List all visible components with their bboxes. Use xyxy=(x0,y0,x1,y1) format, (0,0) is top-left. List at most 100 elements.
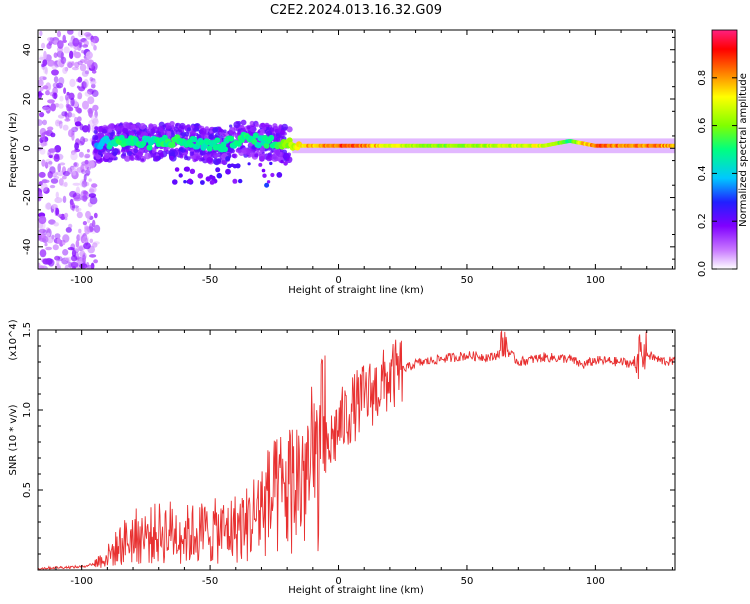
y-tick-label: 40 xyxy=(22,43,33,56)
spectrogram-cell xyxy=(246,148,252,154)
spectrogram-cell xyxy=(136,130,142,136)
spectrogram-cell xyxy=(89,238,94,244)
spectrogram-cell xyxy=(64,94,69,101)
spectrogram-cell xyxy=(62,234,70,243)
spectrogram-cell xyxy=(59,95,64,102)
spectrogram-cell xyxy=(175,123,179,127)
spectrogram-cell xyxy=(74,248,80,253)
spectrogram-cell xyxy=(64,217,68,221)
spectrogram-cell xyxy=(216,172,223,179)
spectrogram-cell xyxy=(75,107,81,113)
spectrogram-cell xyxy=(39,76,42,84)
spectrogram-cell xyxy=(199,127,207,135)
spectrogram-cell xyxy=(56,257,60,266)
spectrogram-cell xyxy=(39,55,44,63)
spectrogram-cell xyxy=(39,249,47,258)
spectrogram-cell xyxy=(114,125,121,132)
spectrogram-cell xyxy=(56,82,64,89)
spectrogram-cell xyxy=(93,135,99,140)
spectrogram-cell xyxy=(240,119,247,126)
spectrogram-cell xyxy=(80,164,85,173)
spectrogram-cell xyxy=(205,176,211,182)
spectrogram-cell xyxy=(270,172,275,178)
spectrogram-cell xyxy=(211,180,215,184)
spectrogram-cell xyxy=(251,145,256,150)
spectrogram-cell xyxy=(93,224,101,233)
spectrogram-cell xyxy=(208,134,214,140)
spectrogram-cell xyxy=(41,159,46,167)
spectrogram-cell xyxy=(83,181,90,187)
spectrogram-cell xyxy=(71,170,79,180)
spectrogram-cell xyxy=(47,99,55,104)
spectrogram-cell xyxy=(102,128,107,134)
spectrogram-cell xyxy=(280,148,284,153)
snr-x-label: Height of straight line (km) xyxy=(288,585,424,596)
spectrogram-cell xyxy=(168,149,176,157)
spectrogram-cell xyxy=(159,152,164,158)
spectrogram-cell xyxy=(217,129,225,137)
spectrogram-ridge-cell xyxy=(169,141,176,148)
spectrogram-cell xyxy=(42,59,48,67)
spectrogram-cell xyxy=(197,173,204,179)
spectrogram-cell xyxy=(186,156,191,161)
spectrogram-cell xyxy=(51,69,59,76)
spectrogram-cell xyxy=(50,178,59,184)
spectrogram-cell xyxy=(153,155,160,162)
spectrogram-ridge-cell xyxy=(268,134,275,141)
spectrogram-cell xyxy=(67,262,73,268)
spectrogram-cell xyxy=(73,50,77,55)
spectrogram-cell xyxy=(133,148,139,154)
spectrogram-cell xyxy=(76,116,82,122)
spectrogram-cell xyxy=(67,62,73,69)
spectrogram-cell xyxy=(178,173,183,178)
snr-y-multiplier: (x10^4) xyxy=(8,319,19,360)
spectrogram-cell xyxy=(44,67,48,75)
spectrogram-cell xyxy=(86,264,94,269)
spectrogram-cell xyxy=(81,180,88,188)
spectrogram-cell xyxy=(57,213,62,218)
spectrogram-cell xyxy=(42,76,47,81)
spectrogram-cell xyxy=(91,70,97,74)
spectrogram-cell xyxy=(53,52,58,58)
spectrogram-cell xyxy=(215,167,221,173)
spectrogram-cell xyxy=(281,123,289,131)
colorbar-tick-label: 0.4 xyxy=(697,165,708,181)
spectrogram-cell xyxy=(93,129,98,134)
figure-title: C2E2.2024.013.16.32.G09 xyxy=(270,3,442,18)
spectrogram-cell xyxy=(93,45,97,51)
spectrogram-cell xyxy=(55,191,59,199)
spectrogram-cell xyxy=(68,106,74,112)
spectrogram-cell xyxy=(64,256,73,262)
spectrogram-cell xyxy=(235,163,241,169)
spectrogram-cell xyxy=(227,148,232,153)
spectrogram-cell xyxy=(74,142,79,151)
spectrogram-cell xyxy=(94,126,99,131)
spectrogram-cell xyxy=(79,38,85,44)
spectrogram-cell xyxy=(44,158,53,168)
spectrogram-cell xyxy=(38,80,43,84)
spectrogram-cell xyxy=(78,228,82,234)
spectrogram-cell xyxy=(39,30,43,36)
spectrogram-cell xyxy=(148,123,154,129)
spectrogram-cell xyxy=(56,30,62,38)
x-tick-label: -100 xyxy=(70,275,93,286)
spectrogram-cell xyxy=(63,87,67,94)
colorbar-label: Normalized spectral amplitude xyxy=(738,73,749,227)
colorbar-tick-label: 0.8 xyxy=(697,70,708,86)
spectrogram-cell xyxy=(231,153,237,158)
spectrogram-cell xyxy=(81,70,89,77)
spectrogram-cell xyxy=(198,125,202,129)
snr-x-axis: -100 -50 0 50 100 xyxy=(55,330,673,587)
y-tick-label: -40 xyxy=(22,239,33,255)
spectrogram-cell xyxy=(51,204,58,210)
spectrogram-cell xyxy=(64,118,71,122)
spectrogram-cell xyxy=(63,46,70,54)
x-tick-label: 50 xyxy=(461,576,474,587)
spectrogram-cell xyxy=(64,264,69,269)
spectrogram-cell xyxy=(62,124,69,131)
spectrogram-cell xyxy=(129,130,135,136)
spectrogram-cell xyxy=(50,132,56,138)
spectrogram-cell xyxy=(250,126,256,133)
spectrogram-cell xyxy=(261,168,266,173)
spectrogram-cell xyxy=(49,166,56,174)
